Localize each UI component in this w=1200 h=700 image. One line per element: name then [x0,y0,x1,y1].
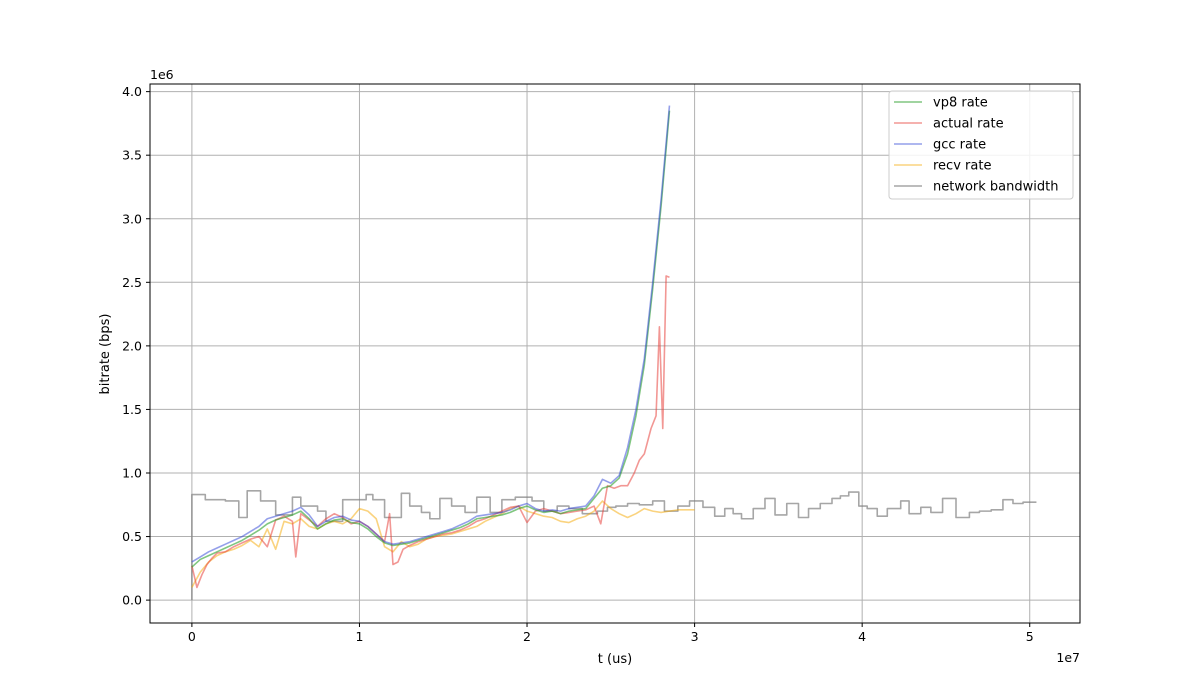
series-layer [191,105,1037,601]
y-tick-label: 1.0 [122,465,142,480]
series-line-vp8-rate [191,110,671,568]
legend-label: vp8 rate [933,96,988,111]
series-line-actual-rate [191,275,670,589]
y-axis-label: bitrate (bps) [98,314,113,395]
y-tick-label: 0.0 [122,593,142,608]
series-line-recv-rate [191,500,695,588]
legend-label: network bandwidth [933,180,1058,195]
y-tick-label: 4.0 [122,84,142,99]
x-tick-label: 2 [523,629,531,644]
series-line-gcc-rate [191,105,671,563]
legend-label: actual rate [933,117,1004,132]
x-tick-label: 5 [1026,629,1034,644]
x-axis-label: t (us) [598,652,632,667]
y-tick-label: 2.5 [122,275,142,290]
grid-lines [150,84,1080,623]
y-offset-text: 1e6 [150,67,174,82]
plot-area-frame [149,83,1081,624]
x-tick-label: 1 [355,629,363,644]
y-tick-label: 0.5 [122,529,142,544]
legend-label: gcc rate [933,138,986,153]
legend: vp8 rate actual rate gcc rate recv rate netw… [888,90,1074,200]
y-tick-label: 1.5 [122,402,142,417]
axis-ticks: 0 1 2 3 4 5 0.0 0.5 1.0 1.5 2.0 2.5 3.0 3.5 4.0 [122,84,1034,644]
y-tick-label: 2.0 [122,338,142,353]
x-tick-label: 4 [858,629,866,644]
x-tick-label: 3 [691,629,699,644]
x-offset-text: 1e7 [1056,650,1080,665]
y-tick-label: 3.0 [122,211,142,226]
y-tick-label: 3.5 [122,148,142,163]
legend-label: recv rate [933,159,991,174]
series-line-network-bandwidth [191,489,1037,601]
x-tick-label: 0 [188,629,196,644]
legend-box [888,90,1074,200]
